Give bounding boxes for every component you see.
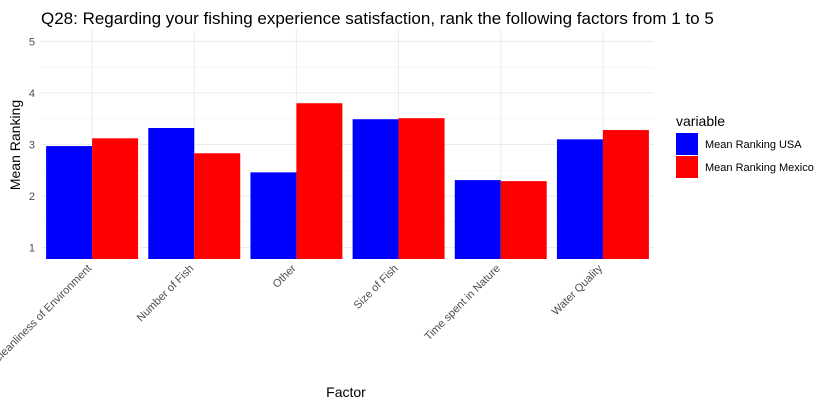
x-axis-title: Factor bbox=[326, 384, 366, 400]
y-tick-label: 5 bbox=[29, 36, 35, 48]
x-tick-label: Cleanliness of Environment bbox=[0, 263, 94, 366]
bar-usa-2 bbox=[250, 172, 297, 259]
legend-label-mexico: Mean Ranking Mexico bbox=[705, 162, 814, 174]
bar-mexico-4 bbox=[500, 181, 547, 259]
legend-key-usa bbox=[676, 133, 698, 155]
x-tick-label: Size of Fish bbox=[352, 263, 401, 312]
y-tick-label: 3 bbox=[29, 140, 35, 152]
x-axis-ticks: Cleanliness of Environment Number of Fish… bbox=[0, 262, 605, 366]
x-tick-label: Other bbox=[271, 262, 299, 290]
y-axis-ticks: 1 2 3 4 5 bbox=[29, 36, 35, 254]
bar-usa-5 bbox=[556, 139, 603, 259]
y-axis-title: Mean Ranking bbox=[7, 100, 23, 190]
bar-mexico-0 bbox=[92, 138, 139, 259]
legend-label-usa: Mean Ranking USA bbox=[705, 139, 802, 151]
bar-usa-1 bbox=[148, 127, 195, 259]
bar-usa-3 bbox=[352, 119, 399, 259]
chart-title: Q28: Regarding your fishing experience s… bbox=[41, 9, 714, 28]
legend-title: variable bbox=[676, 113, 725, 129]
x-tick-label: Number of Fish bbox=[135, 263, 197, 325]
y-tick-label: 2 bbox=[29, 191, 35, 203]
legend-key-mexico bbox=[676, 156, 698, 178]
bar-mexico-5 bbox=[602, 130, 649, 259]
bar-mexico-1 bbox=[194, 153, 241, 259]
legend: variable Mean Ranking USA Mean Ranking Me… bbox=[676, 113, 814, 178]
x-tick-label: Water Quality bbox=[550, 262, 606, 318]
y-tick-label: 1 bbox=[29, 243, 35, 255]
bar-mexico-3 bbox=[398, 118, 445, 259]
bar-mexico-2 bbox=[296, 103, 343, 259]
y-tick-label: 4 bbox=[29, 88, 35, 100]
legend-items: Mean Ranking USA Mean Ranking Mexico bbox=[676, 133, 814, 178]
bar-usa-4 bbox=[454, 180, 501, 259]
x-tick-label: Time spent in Nature bbox=[422, 263, 502, 343]
bar-usa-0 bbox=[46, 146, 93, 259]
bars bbox=[46, 103, 649, 259]
